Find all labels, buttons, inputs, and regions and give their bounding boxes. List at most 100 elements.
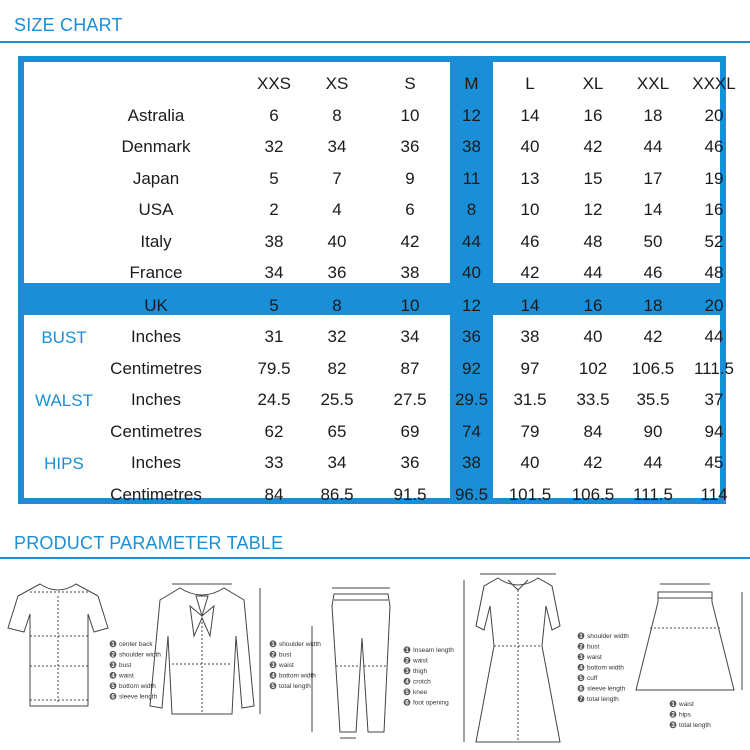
size-cell: 44 [462,231,481,251]
measurement-cell: 33 [264,453,284,472]
measurement-group-label: BUST [41,328,87,347]
measurement-cell: 84 [583,421,603,441]
measurement-cell: 87 [400,358,420,378]
pants-diagram-icon [311,587,391,739]
legend-number-badge [269,640,277,648]
unit-label: Centimetres [110,484,202,504]
legend-item: total length [587,696,619,703]
size-cell: 42 [583,137,603,156]
parameter-table-header: PRODUCT PARAMETER TABLE [0,525,750,565]
size-cell-uk: 8 [332,295,342,315]
legend-item: Inseam length [413,647,454,654]
measurement-cell: 27.5 [393,390,427,409]
measurement-cell: 29.5 [454,390,489,409]
size-cell: 48 [704,263,724,282]
legend-number: 6 [405,701,409,707]
measurement-cell: 82 [327,358,347,378]
legend-item: shoulder width [279,641,321,648]
size-chart-header: SIZE CHART [0,0,750,50]
size-cell: 17 [643,168,663,188]
legend-number: 1 [671,702,675,708]
size-cell: 6 [269,105,279,125]
legend-number-badge [669,721,677,729]
garment-diagrams: 1 center back 2 shoulder width 3 bust 4 waist 5 b… [0,566,750,750]
size-cell-uk: 20 [704,295,724,315]
size-cell: 12 [583,200,603,219]
size-header-s: S [404,74,416,93]
size-header-xxl: XXL [636,74,670,93]
size-cell-uk: 16 [583,295,603,315]
size-cell: 52 [704,231,724,251]
measurement-cell: 38 [520,327,540,346]
legend-number-badge [577,684,585,692]
size-cell: 34 [264,263,284,282]
size-cell: 6 [405,200,415,219]
size-header-xxs: XXS [256,74,292,93]
size-cell: 4 [332,200,342,219]
size-cell: 8 [332,105,342,125]
legend-item: bust [119,662,131,669]
size-cell: 46 [520,231,540,251]
legend-item: hips [679,712,692,719]
size-header-xl: XL [582,74,604,93]
size-cell: 11 [462,168,481,188]
size-cell-uk: 12 [462,295,481,315]
measurement-cell: 34 [327,453,347,472]
legend-number: 3 [111,663,115,669]
size-cell: 46 [643,263,663,282]
legend-number-badge [403,698,411,706]
tshirt-diagram-icon [7,583,109,707]
measurement-cell: 97 [520,358,540,378]
measurement-cell: 38 [462,453,481,472]
measurement-cell: 90 [643,421,663,441]
region-label: Astralia [127,105,185,125]
dress-diagram-icon [463,573,561,743]
measurement-cell: 101.5 [508,484,552,504]
legend-number: 7 [579,697,583,703]
legend-number-badge [403,688,411,696]
measurement-group-label: HIPS [44,454,84,473]
legend-item: shoulder width [119,652,161,659]
size-chart-divider [0,41,750,43]
measurement-cell: 36 [462,327,481,346]
legend-number: 5 [111,684,115,690]
legend-number-badge [269,682,277,690]
unit-label: Inches [130,327,182,346]
measurement-cell: 32 [327,327,347,346]
size-chart-body: XXS XS S M L XL XXL XXXL Astralia 6 8 10 12 14 16 18 20 D… [24,62,736,504]
legend-number: 5 [405,690,409,696]
measurement-cell: 102 [578,358,608,378]
legend-item: bottom width [587,665,624,672]
size-cell: 15 [583,168,603,188]
legend-number: 1 [271,642,275,648]
measurement-cell: 40 [520,453,540,472]
legend-number: 3 [271,663,275,669]
legend-number-badge [109,640,117,648]
measurement-cell: 94 [704,421,724,441]
size-header-l: L [525,74,535,93]
legend-number: 1 [405,648,409,654]
size-cell: 10 [520,200,540,219]
size-cell: 36 [327,263,347,282]
region-label: Japan [132,168,180,188]
size-cell: 48 [583,231,603,251]
size-chart-title: SIZE CHART [14,15,123,35]
measurement-cell: 69 [400,421,420,441]
parameter-table-divider [0,557,750,559]
measurement-cell: 35.5 [636,390,670,409]
legend-number: 6 [111,695,115,701]
legend-item: shoulder width [587,633,629,640]
legend-number: 1 [579,634,583,640]
legend-number: 3 [671,723,675,729]
legend-number-badge [109,650,117,658]
measurement-cell: 84 [264,484,284,504]
legend-number-badge [109,661,117,669]
legend-number-badge [109,682,117,690]
measurement-cell: 92 [462,358,481,378]
measurement-cell: 114 [700,484,728,504]
